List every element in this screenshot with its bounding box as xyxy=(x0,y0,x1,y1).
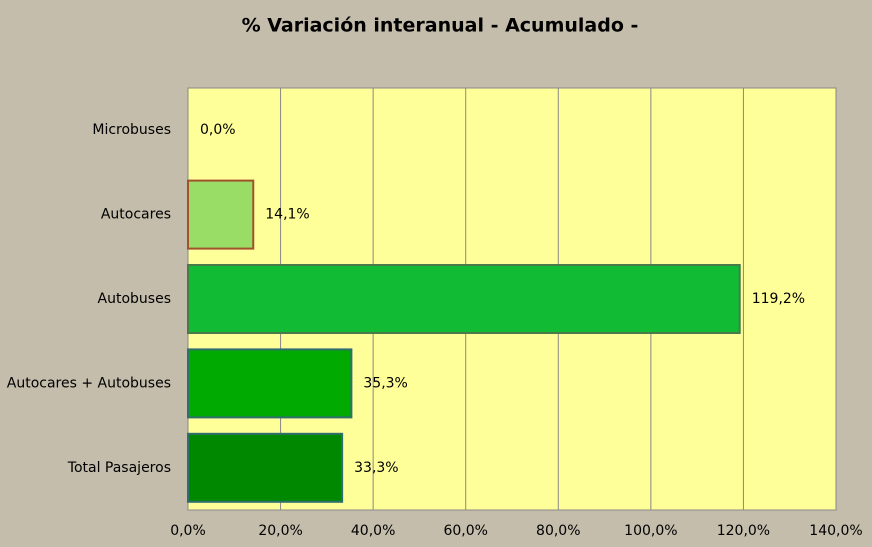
x-tick-label: 120,0% xyxy=(717,523,770,539)
y-tick-label: Autocares + Autobuses xyxy=(7,375,171,391)
x-tick-label: 20,0% xyxy=(258,523,302,539)
value-label: 33,3% xyxy=(354,460,398,476)
y-tick-label: Autobuses xyxy=(98,291,171,307)
x-tick-label: 0,0% xyxy=(170,523,206,539)
x-tick-label: 140,0% xyxy=(809,523,862,539)
bar xyxy=(187,179,255,250)
value-label: 35,3% xyxy=(363,375,407,391)
y-tick-label: Autocares xyxy=(101,207,171,223)
x-tick-label: 100,0% xyxy=(624,523,677,539)
x-tick-label: 60,0% xyxy=(443,523,487,539)
value-label: 14,1% xyxy=(265,207,309,223)
x-tick-label: 80,0% xyxy=(536,523,580,539)
y-tick-label: Microbuses xyxy=(92,122,171,138)
value-label: 119,2% xyxy=(752,291,805,307)
x-tick-label: 40,0% xyxy=(351,523,395,539)
bar xyxy=(187,348,353,419)
bar xyxy=(187,264,741,334)
value-label: 0,0% xyxy=(200,122,236,138)
y-tick-label: Total Pasajeros xyxy=(67,460,171,476)
chart-title: % Variación interanual - Acumulado - xyxy=(242,15,639,37)
bar xyxy=(187,432,344,503)
